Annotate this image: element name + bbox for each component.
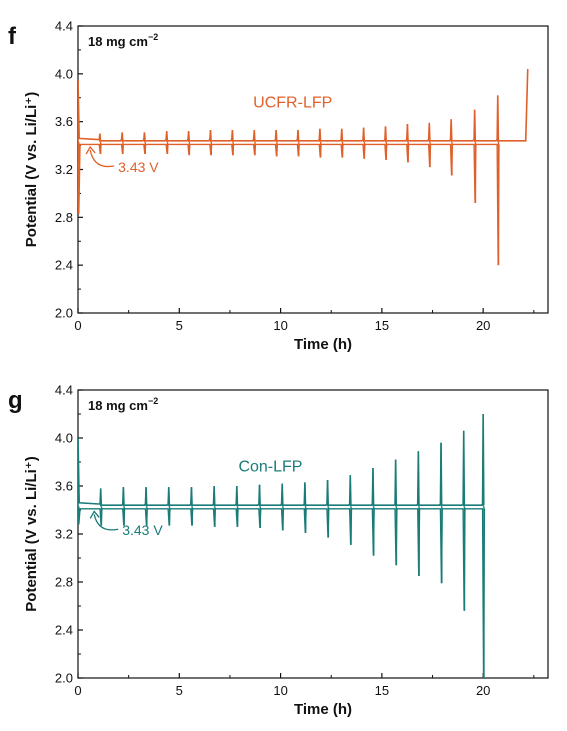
x-tick-label: 5 (176, 683, 183, 698)
x-axis-title: Time (h) (294, 701, 352, 718)
areal-loading-label: 18 mg cm−2 (88, 32, 158, 49)
x-tick-label: 0 (74, 318, 81, 333)
y-tick-label: 4.0 (55, 431, 73, 446)
annotation-arrowhead (89, 510, 100, 519)
x-axis-title: Time (h) (294, 336, 352, 353)
areal-loading-text: 18 mg cm (88, 398, 148, 413)
series-name-label: UCFR-LFP (253, 94, 332, 111)
panel-letter: f (8, 23, 17, 50)
y-tick-label: 4.0 (55, 66, 73, 81)
panel-letter: g (8, 387, 23, 414)
x-tick-label: 10 (273, 683, 287, 698)
annotation-label: 3.43 V (122, 522, 163, 538)
areal-loading-exponent: −2 (148, 396, 158, 406)
y-tick-label: 3.2 (55, 162, 73, 177)
x-tick-label: 10 (273, 318, 287, 333)
y-tick-label: 2.4 (55, 258, 73, 273)
series-name-label: Con-LFP (238, 459, 302, 476)
x-tick-label: 0 (74, 683, 81, 698)
y-tick-label: 4.4 (55, 383, 73, 398)
annotation-arrow (93, 514, 119, 531)
x-tick-label: 5 (176, 318, 183, 333)
annotation-arrow (89, 149, 115, 168)
x-tick-label: 20 (476, 318, 490, 333)
y-tick-label: 2.8 (55, 575, 73, 590)
x-tick-label: 15 (375, 318, 389, 333)
y-tick-label: 2.0 (55, 671, 73, 686)
y-tick-label: 3.6 (55, 479, 73, 494)
x-tick-label: 20 (476, 683, 490, 698)
y-tick-label: 3.2 (55, 527, 73, 542)
y-tick-label: 2.8 (55, 210, 73, 225)
y-tick-label: 4.4 (55, 19, 73, 34)
y-tick-label: 2.4 (55, 623, 73, 638)
y-axis-title: Potential (V vs. Li/Li⁺) (23, 456, 40, 611)
x-tick-label: 15 (375, 683, 389, 698)
chart-panel-f: f 2.0 2.4 2.8 3.2 3.6 4.0 4.4 0 5 10 15 20 Time (h) Po… (8, 19, 549, 353)
y-axis-title: Potential (V vs. Li/Li⁺) (23, 92, 40, 247)
areal-loading-text: 18 mg cm (88, 34, 148, 49)
y-tick-label: 3.6 (55, 114, 73, 129)
chart-panel-g: g 2.0 2.4 2.8 3.2 3.6 4.0 4.4 0 5 10 15 20 Time (h) Po… (8, 383, 549, 718)
areal-loading-exponent: −2 (148, 32, 158, 42)
y-tick-label: 2.0 (55, 306, 73, 321)
annotation-label: 3.43 V (118, 159, 159, 175)
annotation-arrowhead (85, 145, 96, 155)
areal-loading-label: 18 mg cm−2 (88, 396, 158, 413)
